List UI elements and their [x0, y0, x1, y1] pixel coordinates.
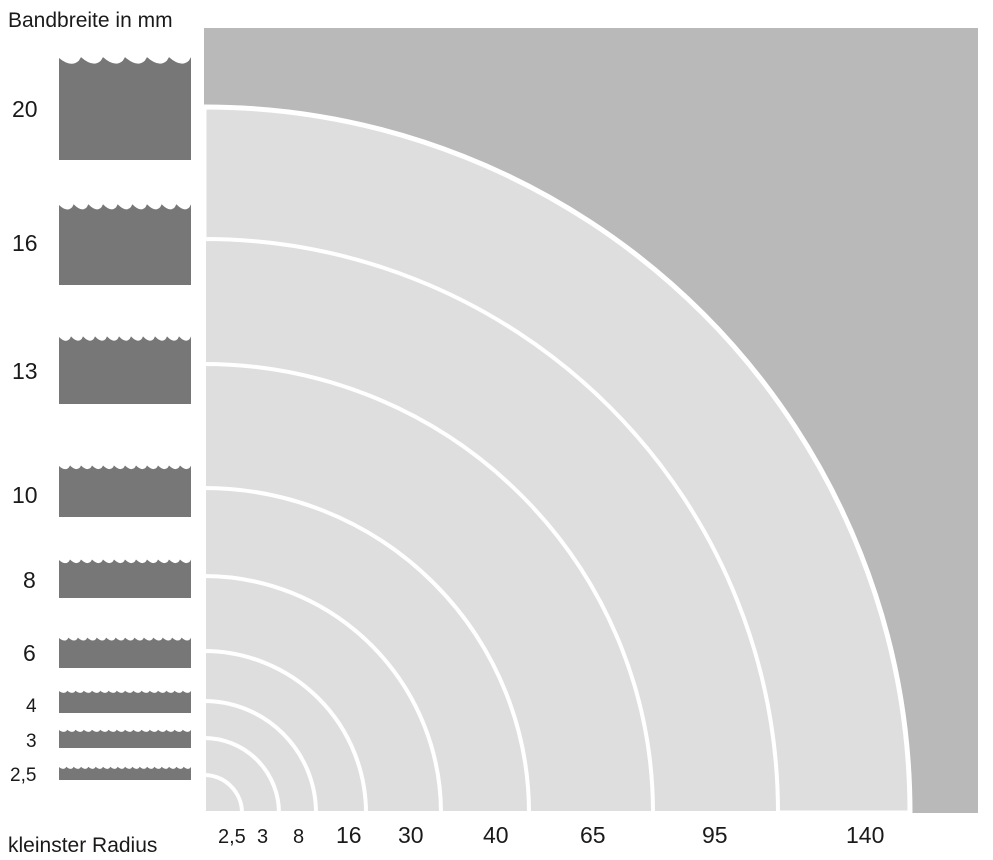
saw-blade-20	[59, 57, 191, 160]
band-width-label: 13	[12, 358, 38, 384]
saw-blade-10	[59, 465, 191, 517]
band-width-label: 3	[26, 731, 37, 752]
band-width-label: 2,5	[10, 765, 36, 786]
radius-label: 8	[293, 826, 304, 848]
y-axis-label: Bandbreite in mm	[8, 9, 173, 32]
saw-blade-6	[59, 637, 191, 668]
band-width-label: 20	[12, 96, 38, 122]
radius-label: 16	[336, 822, 362, 848]
radius-label: 65	[580, 822, 606, 848]
band-width-label: 6	[23, 640, 36, 666]
radius-arc-2-5	[202, 772, 245, 815]
saw-blade-2-5	[59, 766, 191, 780]
band-width-label: 8	[23, 567, 36, 593]
band-width-label: 16	[12, 230, 38, 256]
x-axis-label: kleinster Radius	[8, 834, 157, 857]
saw-blade-4	[59, 690, 191, 713]
radius-label: 30	[398, 822, 424, 848]
band-width-label: 4	[26, 696, 37, 717]
saw-blade-16	[59, 204, 191, 285]
radius-label: 40	[483, 822, 509, 848]
radius-label: 140	[846, 822, 884, 848]
radius-label: 3	[257, 826, 268, 848]
radius-label: 2,5	[218, 826, 246, 848]
radius-label: 95	[702, 822, 728, 848]
band-width-label: 10	[12, 482, 38, 508]
saw-blade-13	[59, 336, 191, 404]
saw-blade-8	[59, 559, 191, 598]
saw-blade-3	[59, 729, 191, 748]
